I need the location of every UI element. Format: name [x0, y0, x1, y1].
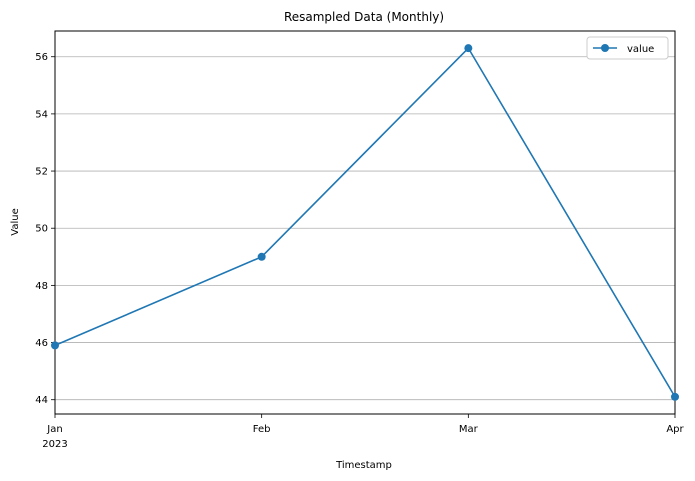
y-tick-label: 44 [35, 395, 48, 406]
y-tick-label: 48 [35, 281, 48, 292]
x-tick-label: Feb [253, 424, 271, 435]
data-point [464, 44, 473, 53]
legend-marker [601, 44, 609, 52]
data-point [671, 392, 679, 401]
x-tick-label: Mar [459, 424, 479, 435]
y-tick-label: 50 [35, 224, 48, 235]
y-axis-label: Value [10, 208, 21, 235]
plot-area-frame [54, 30, 676, 415]
x-tick-label: Apr [666, 424, 684, 435]
legend-label-value: value [627, 44, 654, 55]
y-tick-label: 46 [35, 338, 48, 349]
x-tick-label: Jan [46, 424, 62, 435]
series-line-value [54, 46, 676, 398]
data-point [257, 252, 266, 261]
x-tick-year-label: 2023 [42, 439, 67, 450]
legend: value [586, 36, 669, 60]
x-axis: Jan Feb Mar Apr [46, 414, 685, 435]
chart-title: Resampled Data (Monthly) [284, 10, 444, 24]
grid-lines [55, 56, 675, 401]
data-point [51, 341, 59, 350]
legend-box [586, 36, 669, 60]
x-axis-label: Timestamp [335, 460, 392, 471]
y-tick-label: 56 [35, 52, 48, 63]
y-tick-label: 52 [35, 167, 48, 178]
y-tick-label: 54 [35, 109, 48, 120]
series-group [51, 44, 679, 401]
y-axis: 44 46 48 50 52 54 56 [35, 52, 55, 406]
